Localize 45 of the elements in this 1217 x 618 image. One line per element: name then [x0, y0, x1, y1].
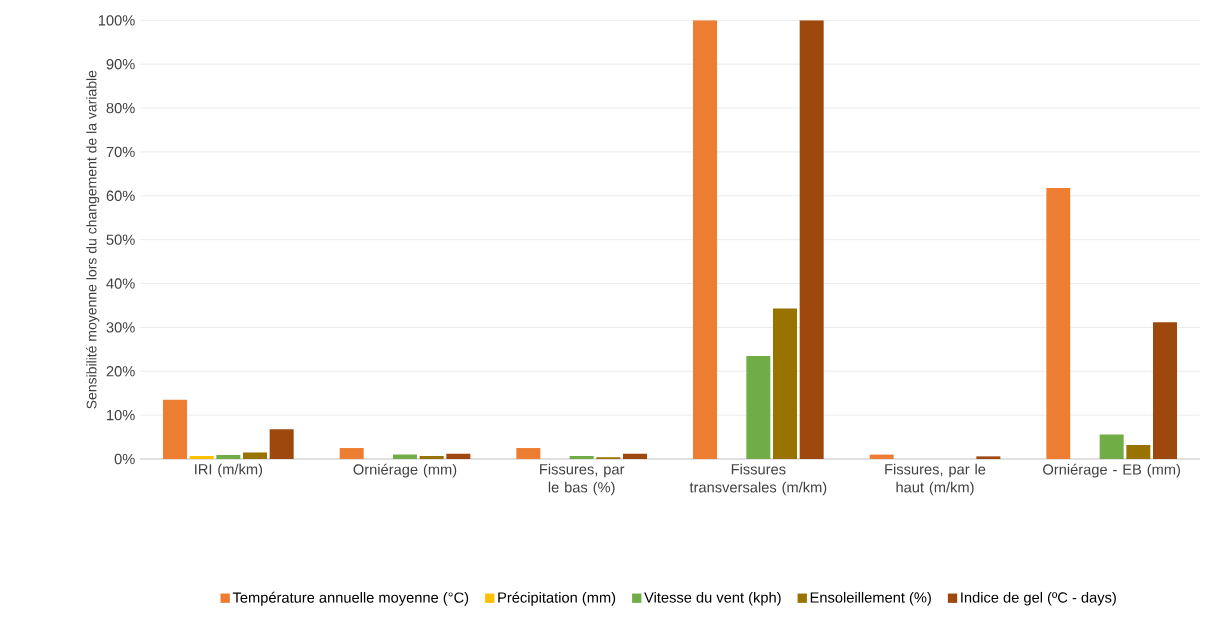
x-tick-label: Fissures, par le bas (%)	[540, 463, 625, 496]
y-tick-label: 80%	[106, 102, 135, 114]
bar	[163, 399, 187, 459]
bar	[1126, 444, 1151, 459]
bar	[623, 453, 648, 459]
bar	[269, 429, 294, 459]
y-tick-label: 50%	[106, 234, 135, 245]
legend-label: Indice de gel (ºC - days)	[961, 591, 1116, 606]
y-tick-label: 100%	[98, 15, 135, 26]
bar	[516, 448, 541, 459]
bar	[746, 355, 771, 459]
x-tick-label: IRI (m/km)	[195, 463, 263, 478]
x-tick-label: Orniérage - EB (mm)	[1043, 463, 1181, 478]
x-tick-label: Fissures transversales (m/km)	[689, 463, 827, 496]
bar	[243, 452, 267, 459]
legend-label: Vitesse du vent (kph)	[644, 591, 781, 606]
bar	[189, 455, 214, 459]
bar	[419, 455, 444, 459]
y-axis-title: Sensibilité moyenne lors du changement de la variable	[86, 70, 100, 409]
y-tick-label: 30%	[106, 322, 135, 333]
y-tick-label: 20%	[106, 366, 135, 377]
bar	[216, 455, 241, 459]
y-tick-label: 90%	[106, 59, 135, 70]
y-tick-label: 70%	[106, 146, 135, 158]
y-tick-label: 0%	[114, 453, 135, 465]
bar	[869, 454, 894, 459]
bar	[1046, 187, 1071, 459]
legend-label: Température annuelle moyenne (°C)	[232, 591, 469, 606]
bar	[339, 448, 364, 459]
x-tick-label: Fissures, par le haut (m/km)	[885, 463, 986, 496]
bar	[569, 455, 594, 459]
bar	[1153, 322, 1178, 459]
legend-label: Précipitation (mm)	[498, 591, 616, 606]
x-tick-label: Orniérage (mm)	[353, 463, 457, 478]
bar	[393, 454, 418, 459]
y-tick-label: 60%	[106, 190, 135, 201]
bar	[799, 20, 824, 459]
legend-label: Ensoleillement (%)	[810, 591, 931, 606]
bar	[693, 20, 718, 459]
bar	[976, 456, 1001, 459]
bar	[446, 453, 471, 459]
bar	[773, 308, 798, 459]
bar	[1099, 434, 1124, 459]
y-tick-label: 40%	[106, 278, 135, 289]
y-tick-label: 10%	[107, 409, 135, 421]
